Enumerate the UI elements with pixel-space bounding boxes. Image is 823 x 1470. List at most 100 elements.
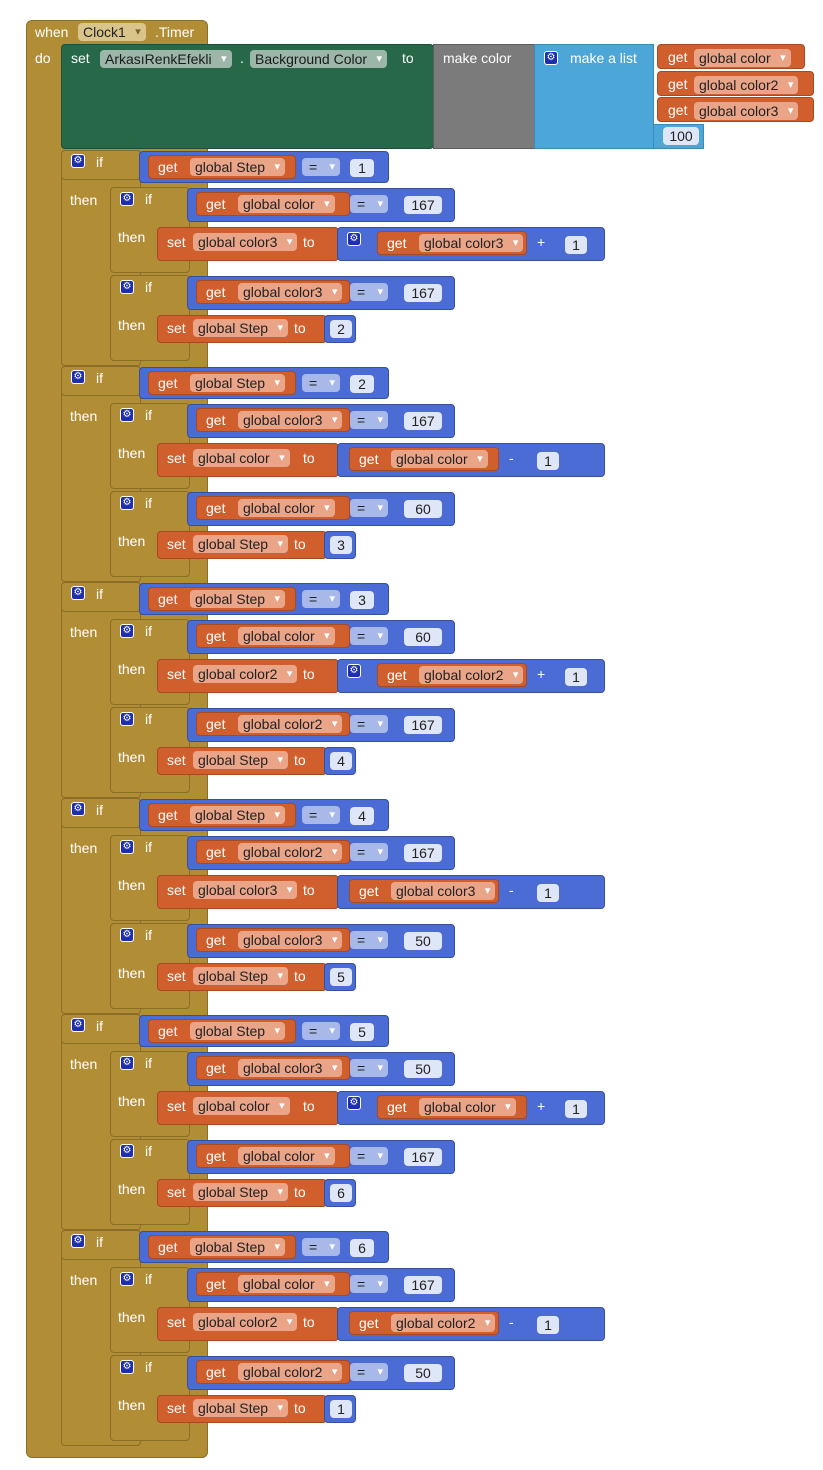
list-item-var-dropdown[interactable]: global color2 <box>694 76 799 94</box>
math-get-block-var-dropdown[interactable]: global color <box>391 450 488 468</box>
step-value[interactable]: 5 <box>350 1023 374 1041</box>
equals-operator-dropdown[interactable]: = <box>350 499 388 517</box>
math-gear-icon[interactable]: ⚙ <box>347 1096 361 1110</box>
compare-value[interactable]: 167 <box>404 412 442 430</box>
component-dropdown[interactable]: ArkasıRenkEfekli <box>100 50 232 68</box>
step-value[interactable]: 4 <box>350 807 374 825</box>
math-get-block-var-dropdown[interactable]: global color <box>419 1098 516 1116</box>
compare-get-block-var-dropdown[interactable]: global color3 <box>238 1059 343 1077</box>
compare-get-block-var-dropdown[interactable]: global color <box>238 627 335 645</box>
equals-operator-dropdown[interactable]: = <box>302 158 340 176</box>
compare-get-block-var-dropdown[interactable]: global color2 <box>238 843 343 861</box>
math-operand-value[interactable]: 1 <box>565 1100 587 1118</box>
compare-value[interactable]: 167 <box>404 284 442 302</box>
inner-if-gear-icon[interactable]: ⚙ <box>120 408 134 422</box>
list-item-var-dropdown[interactable]: global color3 <box>694 102 799 120</box>
math-get-block-var-dropdown[interactable]: global color3 <box>419 234 524 252</box>
step-value[interactable]: 2 <box>350 375 374 393</box>
compare-value[interactable]: 167 <box>404 1148 442 1166</box>
compare-get-block-var-dropdown[interactable]: global color <box>238 499 335 517</box>
step-get-block-var-dropdown[interactable]: global Step <box>190 1238 286 1256</box>
inner-if-gear-icon[interactable]: ⚙ <box>120 192 134 206</box>
list-item-var-dropdown[interactable]: global color <box>694 49 791 67</box>
next-step-value[interactable]: 1 <box>330 1400 352 1418</box>
equals-operator-dropdown[interactable]: = <box>350 1275 388 1293</box>
outer-if-gear-icon[interactable]: ⚙ <box>71 802 85 816</box>
equals-operator-dropdown[interactable]: = <box>350 1059 388 1077</box>
step-value[interactable]: 1 <box>350 159 374 177</box>
math-get-block-var-dropdown[interactable]: global color2 <box>391 1314 496 1332</box>
compare-get-block-var-dropdown[interactable]: global color <box>238 195 335 213</box>
set-var-dropdown[interactable]: global color <box>193 449 290 467</box>
step-get-block-var-dropdown[interactable]: global Step <box>190 590 286 608</box>
next-step-value[interactable]: 5 <box>330 968 352 986</box>
set-var-dropdown[interactable]: global color3 <box>193 881 298 899</box>
inner-if-gear-icon[interactable]: ⚙ <box>120 624 134 638</box>
equals-operator-dropdown[interactable]: = <box>302 590 340 608</box>
step-value[interactable]: 3 <box>350 591 374 609</box>
equals-operator-dropdown[interactable]: = <box>302 806 340 824</box>
set-step-dropdown[interactable]: global Step <box>193 1183 289 1201</box>
step-get-block-var-dropdown[interactable]: global Step <box>190 158 286 176</box>
equals-operator-dropdown[interactable]: = <box>350 715 388 733</box>
equals-operator-dropdown[interactable]: = <box>350 843 388 861</box>
equals-operator-dropdown[interactable]: = <box>350 931 388 949</box>
step-value[interactable]: 6 <box>350 1239 374 1257</box>
equals-operator-dropdown[interactable]: = <box>350 1147 388 1165</box>
math-gear-icon[interactable]: ⚙ <box>347 232 361 246</box>
set-var-dropdown[interactable]: global color3 <box>193 233 298 251</box>
inner-if-gear-icon[interactable]: ⚙ <box>120 712 134 726</box>
set-step-dropdown[interactable]: global Step <box>193 751 289 769</box>
inner-if-gear-icon[interactable]: ⚙ <box>120 1360 134 1374</box>
outer-if-gear-icon[interactable]: ⚙ <box>71 370 85 384</box>
inner-if-gear-icon[interactable]: ⚙ <box>120 928 134 942</box>
equals-operator-dropdown[interactable]: = <box>350 627 388 645</box>
compare-get-block-var-dropdown[interactable]: global color2 <box>238 1363 343 1381</box>
compare-value[interactable]: 60 <box>404 628 442 646</box>
inner-if-gear-icon[interactable]: ⚙ <box>120 1272 134 1286</box>
equals-operator-dropdown[interactable]: = <box>350 1363 388 1381</box>
inner-if-gear-icon[interactable]: ⚙ <box>120 840 134 854</box>
outer-if-gear-icon[interactable]: ⚙ <box>71 1018 85 1032</box>
property-dropdown[interactable]: Background Color <box>250 50 388 68</box>
set-step-dropdown[interactable]: global Step <box>193 319 289 337</box>
equals-operator-dropdown[interactable]: = <box>302 1022 340 1040</box>
equals-operator-dropdown[interactable]: = <box>350 195 388 213</box>
inner-if-gear-icon[interactable]: ⚙ <box>120 280 134 294</box>
set-var-dropdown[interactable]: global color2 <box>193 1313 298 1331</box>
inner-if-gear-icon[interactable]: ⚙ <box>120 1144 134 1158</box>
equals-operator-dropdown[interactable]: = <box>302 374 340 392</box>
next-step-value[interactable]: 3 <box>330 536 352 554</box>
compare-get-block-var-dropdown[interactable]: global color <box>238 1147 335 1165</box>
math-gear-icon[interactable]: ⚙ <box>347 664 361 678</box>
math-operand-value[interactable]: 1 <box>565 668 587 686</box>
compare-get-block-var-dropdown[interactable]: global color2 <box>238 715 343 733</box>
compare-value[interactable]: 167 <box>404 196 442 214</box>
outer-if-gear-icon[interactable]: ⚙ <box>71 586 85 600</box>
math-operand-value[interactable]: 1 <box>537 1316 559 1334</box>
equals-operator-dropdown[interactable]: = <box>302 1238 340 1256</box>
next-step-value[interactable]: 2 <box>330 320 352 338</box>
gear-icon[interactable]: ⚙ <box>544 51 558 65</box>
compare-value[interactable]: 167 <box>404 844 442 862</box>
equals-operator-dropdown[interactable]: = <box>350 283 388 301</box>
inner-if-gear-icon[interactable]: ⚙ <box>120 496 134 510</box>
step-get-block-var-dropdown[interactable]: global Step <box>190 806 286 824</box>
set-step-dropdown[interactable]: global Step <box>193 535 289 553</box>
math-get-block-var-dropdown[interactable]: global color2 <box>419 666 524 684</box>
outer-if-gear-icon[interactable]: ⚙ <box>71 1234 85 1248</box>
outer-if-gear-icon[interactable]: ⚙ <box>71 154 85 168</box>
next-step-value[interactable]: 6 <box>330 1184 352 1202</box>
set-var-dropdown[interactable]: global color2 <box>193 665 298 683</box>
math-get-block-var-dropdown[interactable]: global color3 <box>391 882 496 900</box>
compare-value[interactable]: 50 <box>404 1364 442 1382</box>
set-var-dropdown[interactable]: global color <box>193 1097 290 1115</box>
step-get-block-var-dropdown[interactable]: global Step <box>190 374 286 392</box>
inner-if-gear-icon[interactable]: ⚙ <box>120 1056 134 1070</box>
math-operand-value[interactable]: 1 <box>565 236 587 254</box>
compare-get-block-var-dropdown[interactable]: global color <box>238 1275 335 1293</box>
math-operand-value[interactable]: 1 <box>537 884 559 902</box>
step-get-block-var-dropdown[interactable]: global Step <box>190 1022 286 1040</box>
compare-value[interactable]: 60 <box>404 500 442 518</box>
math-operand-value[interactable]: 1 <box>537 452 559 470</box>
